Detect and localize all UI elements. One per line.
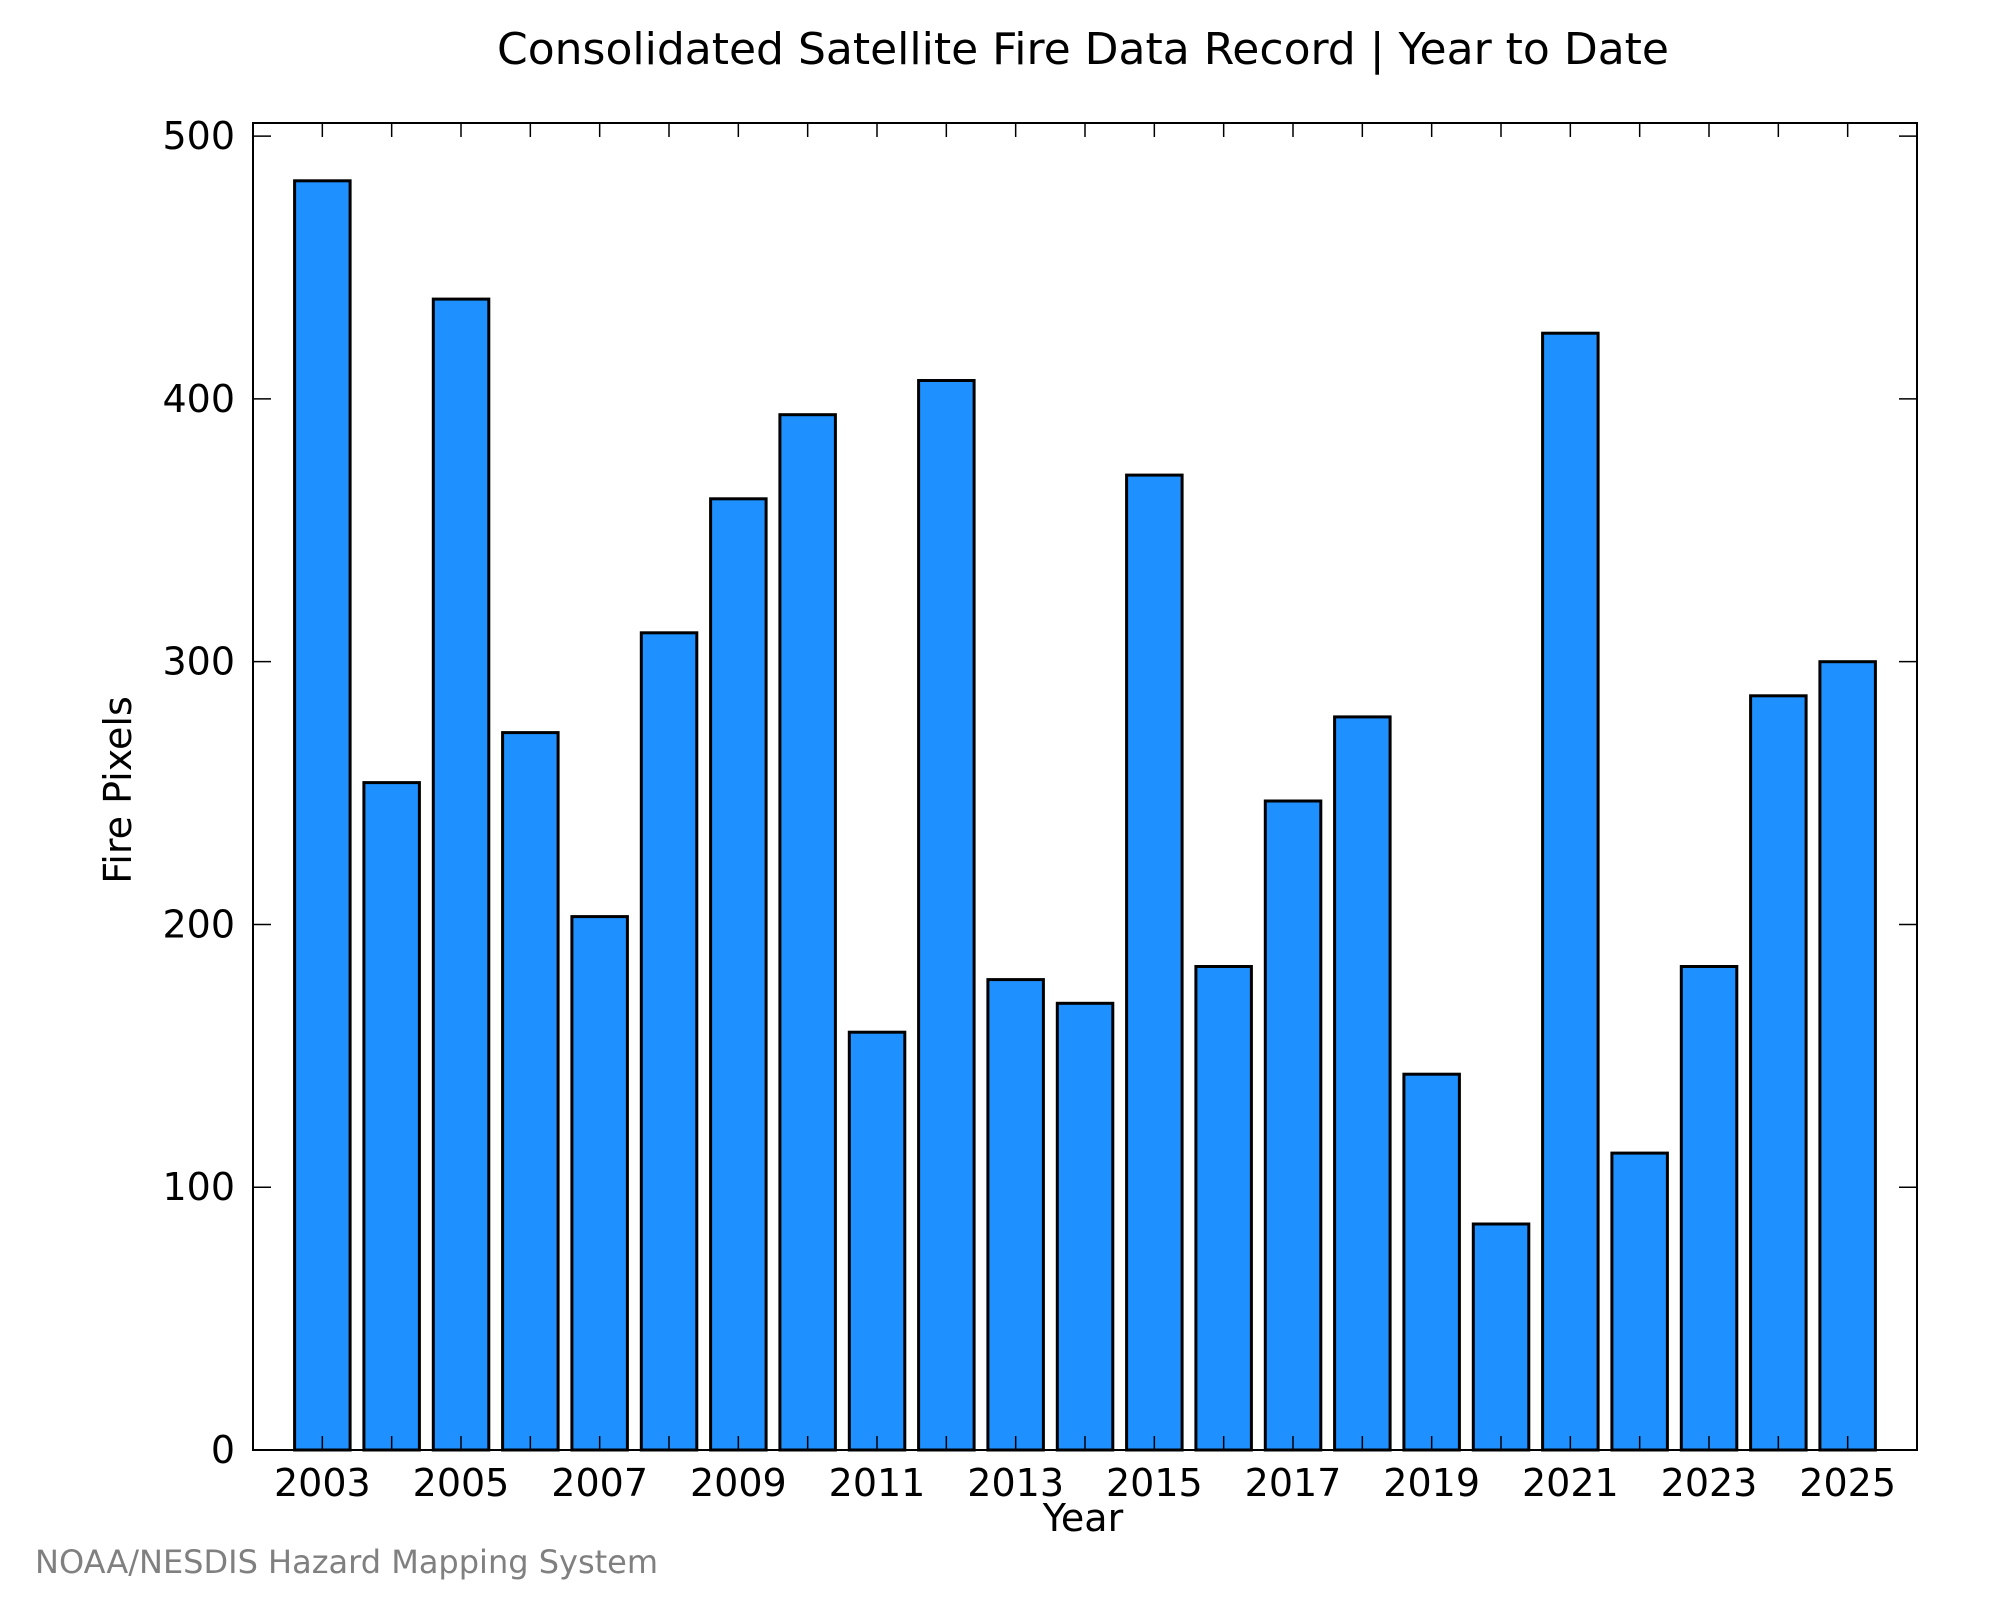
bar-2017 bbox=[1263, 799, 1323, 1452]
y-tick-label: 300 bbox=[162, 640, 235, 684]
y-tick-label: 400 bbox=[162, 377, 235, 421]
bar-2014 bbox=[1055, 1001, 1115, 1452]
bar-2009 bbox=[709, 497, 768, 1452]
x-tick-label: 2013 bbox=[967, 1461, 1064, 1505]
x-tick-label: 2009 bbox=[690, 1461, 787, 1505]
bar-2008 bbox=[639, 631, 699, 1452]
ticks-group: 0 100 200 300 400 500 2003 2005 2007 2009 2011 2013… bbox=[162, 114, 1917, 1505]
bar-2010 bbox=[778, 413, 837, 1452]
bar-2021 bbox=[1541, 331, 1600, 1452]
chart-title: Consolidated Satellite Fire Data Record … bbox=[497, 24, 1669, 75]
bars-group bbox=[293, 179, 1877, 1452]
x-tick-label: 2011 bbox=[829, 1461, 926, 1505]
x-tick-label: 2023 bbox=[1661, 1461, 1758, 1505]
y-tick-label: 100 bbox=[162, 1165, 235, 1209]
plot-frame bbox=[252, 122, 1918, 1451]
bar-2005 bbox=[431, 297, 491, 1452]
bar-2022 bbox=[1610, 1151, 1669, 1452]
bar-2023 bbox=[1679, 965, 1739, 1452]
x-axis-label: Year bbox=[1042, 1496, 1124, 1540]
x-tick-label: 2005 bbox=[413, 1461, 510, 1505]
x-tick-label: 2019 bbox=[1383, 1461, 1480, 1505]
x-tick-label: 2007 bbox=[551, 1461, 648, 1505]
bar-2003 bbox=[293, 179, 352, 1452]
credit-text: NOAA/NESDIS Hazard Mapping System bbox=[35, 1543, 658, 1581]
bar-2013 bbox=[986, 978, 1045, 1452]
bar-2024 bbox=[1749, 694, 1808, 1452]
y-tick-label: 200 bbox=[162, 902, 235, 946]
y-axis-label: Fire Pixels bbox=[96, 696, 140, 884]
bar-2007 bbox=[570, 915, 629, 1452]
x-tick-label: 2025 bbox=[1799, 1461, 1896, 1505]
bar-2016 bbox=[1194, 965, 1253, 1452]
bar-2020 bbox=[1471, 1222, 1531, 1452]
y-tick-label: 500 bbox=[162, 114, 235, 158]
bar-2006 bbox=[501, 731, 560, 1452]
x-tick-label: 2003 bbox=[274, 1461, 371, 1505]
bar-2025 bbox=[1818, 660, 1877, 1452]
bar-2018 bbox=[1333, 715, 1392, 1452]
bar-2019 bbox=[1402, 1072, 1461, 1452]
y-tick-label: 0 bbox=[211, 1428, 235, 1472]
bar-2004 bbox=[362, 781, 421, 1452]
x-tick-label: 2015 bbox=[1106, 1461, 1203, 1505]
bar-2012 bbox=[917, 379, 976, 1452]
x-tick-label: 2021 bbox=[1522, 1461, 1619, 1505]
bar-2015 bbox=[1125, 473, 1184, 1452]
x-tick-label: 2017 bbox=[1245, 1461, 1342, 1505]
bar-2011 bbox=[847, 1030, 907, 1452]
